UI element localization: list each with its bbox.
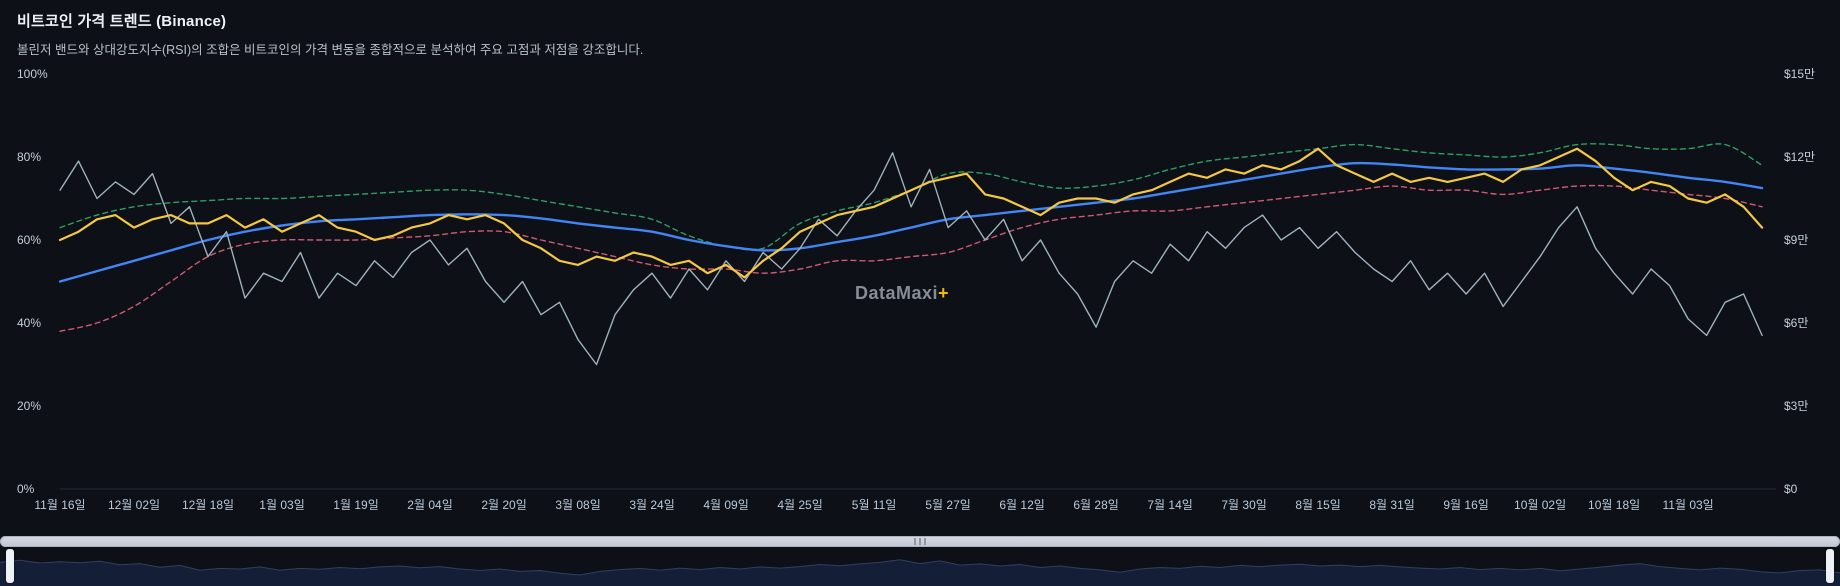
svg-text:6월 28일: 6월 28일 bbox=[1073, 498, 1118, 512]
svg-text:$6만: $6만 bbox=[1784, 316, 1808, 330]
svg-text:11월 16일: 11월 16일 bbox=[34, 498, 85, 512]
svg-text:2월 04일: 2월 04일 bbox=[407, 498, 452, 512]
svg-text:3월 24일: 3월 24일 bbox=[629, 498, 674, 512]
svg-text:$15만: $15만 bbox=[1784, 67, 1815, 81]
page-title: 비트코인 가격 트렌드 (Binance) bbox=[17, 13, 227, 30]
watermark-plus-icon: + bbox=[938, 283, 950, 303]
navigator-right-handle[interactable] bbox=[1826, 549, 1834, 583]
svg-text:8월 15일: 8월 15일 bbox=[1295, 498, 1340, 512]
svg-text:12월 18일: 12월 18일 bbox=[182, 498, 234, 512]
svg-text:4월 09일: 4월 09일 bbox=[703, 498, 748, 512]
navigator-left-handle[interactable] bbox=[6, 549, 14, 583]
svg-text:20%: 20% bbox=[17, 399, 41, 413]
main-chart[interactable]: 0% 20% 40% 60% 80% 100% $0 $3만 $6만 $9만 $12만 $15만 11월… bbox=[0, 0, 1840, 530]
svg-text:80%: 80% bbox=[17, 150, 41, 164]
svg-text:10월 02일: 10월 02일 bbox=[1514, 498, 1566, 512]
svg-text:$0: $0 bbox=[1784, 482, 1798, 496]
svg-text:4월 25일: 4월 25일 bbox=[777, 498, 822, 512]
svg-text:3월 08일: 3월 08일 bbox=[555, 498, 600, 512]
svg-text:$12만: $12만 bbox=[1784, 150, 1815, 164]
svg-text:0%: 0% bbox=[17, 482, 35, 496]
page-subtitle: 볼린저 밴드와 상대강도지수(RSI)의 조합은 비트코인의 가격 변동을 종합… bbox=[17, 43, 644, 57]
svg-text:$9만: $9만 bbox=[1784, 233, 1808, 247]
svg-text:12월 02일: 12월 02일 bbox=[108, 498, 160, 512]
svg-text:2월 20일: 2월 20일 bbox=[481, 498, 526, 512]
svg-text:7월 30일: 7월 30일 bbox=[1221, 498, 1266, 512]
svg-text:60%: 60% bbox=[17, 233, 41, 247]
svg-text:11월 03일: 11월 03일 bbox=[1663, 498, 1714, 512]
scrollbar-grip-icon[interactable] bbox=[914, 538, 926, 545]
svg-text:5월 11일: 5월 11일 bbox=[852, 498, 897, 512]
svg-text:9월 16일: 9월 16일 bbox=[1443, 498, 1488, 512]
svg-text:6월 12일: 6월 12일 bbox=[999, 498, 1044, 512]
svg-text:7월 14일: 7월 14일 bbox=[1147, 498, 1192, 512]
watermark: DataMaxi+ bbox=[855, 283, 949, 304]
svg-text:$3만: $3만 bbox=[1784, 399, 1808, 413]
range-navigator[interactable] bbox=[0, 548, 1840, 586]
svg-text:1월 19일: 1월 19일 bbox=[333, 498, 378, 512]
svg-text:100%: 100% bbox=[17, 67, 48, 81]
svg-text:10월 18일: 10월 18일 bbox=[1588, 498, 1640, 512]
svg-text:8월 31일: 8월 31일 bbox=[1369, 498, 1414, 512]
watermark-text: DataMaxi bbox=[855, 283, 939, 303]
svg-text:1월 03일: 1월 03일 bbox=[259, 498, 304, 512]
navigator-scrollbar[interactable] bbox=[0, 536, 1840, 547]
svg-text:40%: 40% bbox=[17, 316, 41, 330]
svg-text:5월 27일: 5월 27일 bbox=[925, 498, 970, 512]
